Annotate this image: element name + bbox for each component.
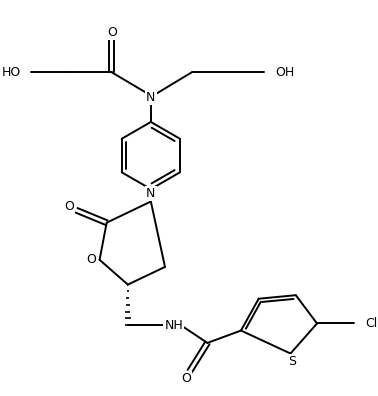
Text: Cl: Cl xyxy=(366,317,378,330)
Text: OH: OH xyxy=(275,66,294,79)
Text: O: O xyxy=(181,372,191,385)
Text: N: N xyxy=(146,187,155,200)
Text: HO: HO xyxy=(2,66,21,79)
Text: O: O xyxy=(65,200,74,213)
Text: N: N xyxy=(146,91,155,104)
Text: O: O xyxy=(107,26,117,39)
Text: NH: NH xyxy=(164,319,183,332)
Text: O: O xyxy=(86,253,96,267)
Text: S: S xyxy=(288,355,296,368)
